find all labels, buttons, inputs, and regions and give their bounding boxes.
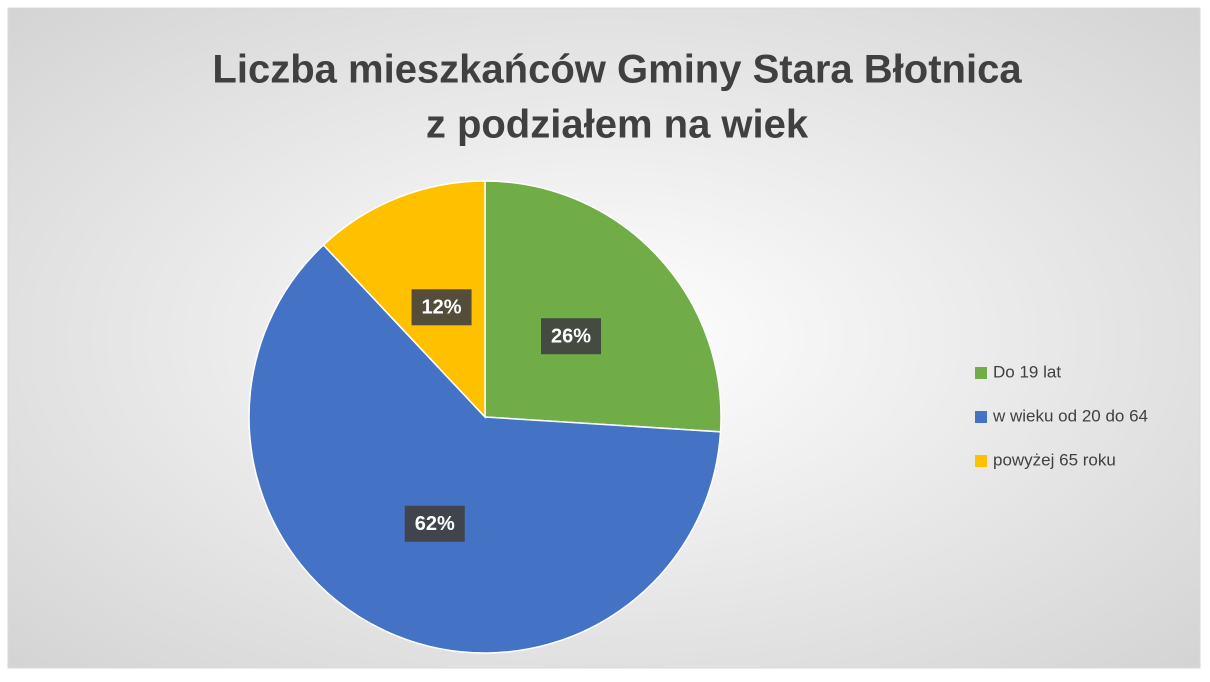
- pie-slice: [322, 180, 486, 419]
- legend-label: powyżej 65 roku: [993, 450, 1116, 469]
- legend-swatch: [975, 367, 987, 379]
- chart-title: z podziałem na wiek: [426, 103, 809, 147]
- legend-swatch: [975, 411, 987, 423]
- data-label: 62%: [415, 513, 455, 535]
- legend-label: w wieku od 20 do 64: [992, 406, 1148, 425]
- chart-title: Liczba mieszkańców Gminy Stara Błotnica: [212, 48, 1022, 92]
- data-label: 26%: [551, 326, 591, 348]
- pie-slice: [484, 180, 722, 433]
- data-label-box: [404, 505, 465, 542]
- data-label-box: [411, 289, 472, 326]
- data-label: 12%: [422, 297, 462, 319]
- data-label-box: [541, 318, 602, 355]
- pie-slice: [248, 243, 722, 654]
- legend-swatch: [975, 455, 987, 467]
- legend-label: Do 19 lat: [993, 362, 1061, 381]
